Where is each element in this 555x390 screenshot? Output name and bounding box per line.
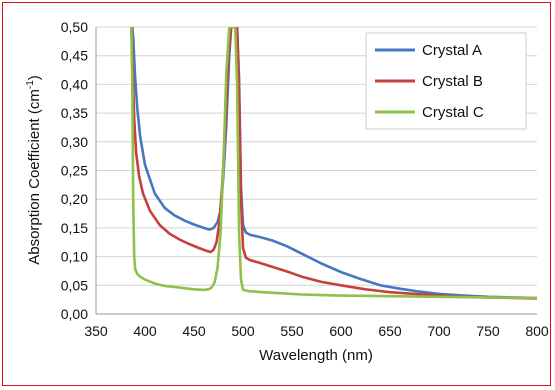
x-tick-label: 800 [525,323,549,339]
x-tick-label: 650 [378,323,402,339]
y-tick-label: 0,05 [61,277,88,293]
legend-label: Crystal B [422,73,483,90]
series-line-crystal-a [131,27,537,300]
y-tick-label: 0,25 [61,163,88,179]
series-line-crystal-b [130,27,537,300]
y-tick-label: 0,40 [61,76,88,92]
series-lines [130,27,537,300]
y-tick-label: 0,20 [61,191,88,207]
y-axis-label-main: Absorption Coefficient (cm [26,89,43,265]
x-tick-label: 350 [84,323,108,339]
y-tick-label: 0,10 [61,249,88,265]
y-tick-labels: 0,00 0,05 0,10 0,15 0,20 0,25 0,30 0,35 0,40 0,45… [61,19,88,322]
legend-label: Crystal A [422,42,482,59]
x-tick-label: 450 [182,323,206,339]
y-tick-label: 0,35 [61,105,88,121]
legend: Crystal A Crystal B Crystal C [365,32,527,130]
series-line-crystal-c [130,27,537,300]
x-axis-label: Wavelength (nm) [259,347,373,364]
x-tick-label: 750 [476,323,500,339]
axes [95,27,537,315]
legend-label: Crystal C [422,104,484,121]
y-axis-label: Absorption Coefficient (cm-1) [25,75,43,265]
x-tick-label: 500 [231,323,255,339]
y-tick-label: 0,00 [61,306,88,322]
x-tick-label: 400 [133,323,157,339]
x-tick-label: 700 [427,323,451,339]
y-tick-label: 0,45 [61,48,88,64]
x-tick-labels: 350 400 450 500 550 600 650 700 750 800 [84,323,549,339]
y-axis-label-sup: -1 [25,80,36,89]
y-axis-label-close: ) [26,75,43,80]
x-tick-label: 550 [280,323,304,339]
y-tick-label: 0,50 [61,19,88,35]
x-tick-label: 600 [329,323,353,339]
y-tick-label: 0,30 [61,134,88,150]
y-tick-label: 0,15 [61,220,88,236]
